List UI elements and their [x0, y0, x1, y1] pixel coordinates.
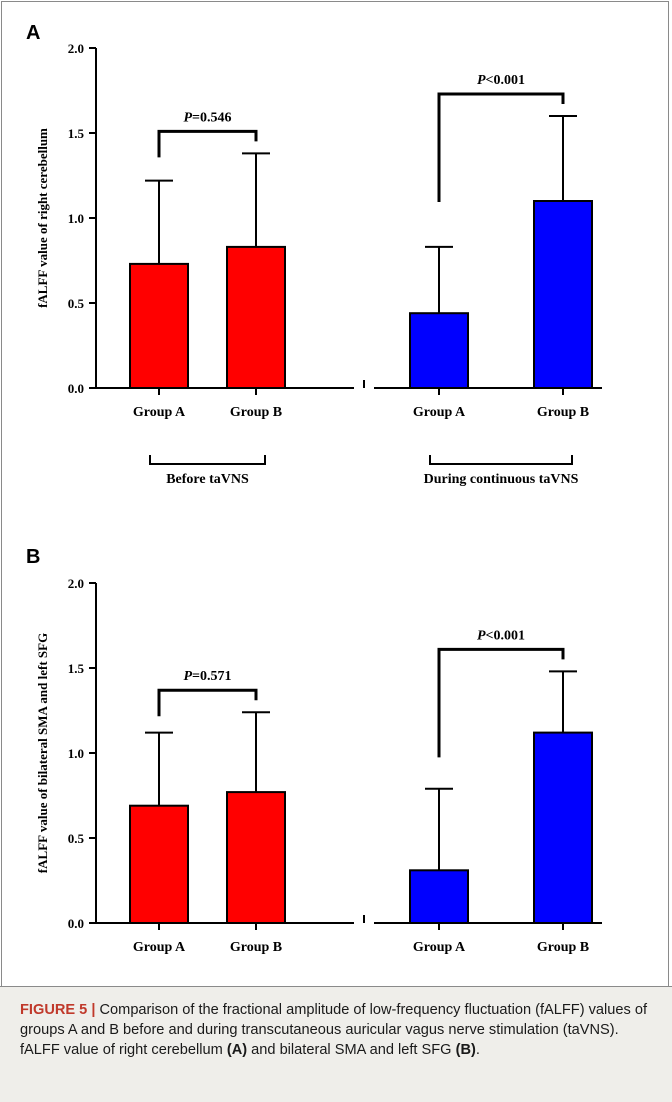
y-tick-label: 0.0	[68, 916, 84, 931]
x-tick-label: Group B	[537, 405, 589, 420]
p-value-label: P=0.571	[183, 669, 231, 684]
caption-text-1: Comparison of the fractional amplitude o…	[20, 1002, 648, 1058]
p-value-label: P=0.546	[183, 110, 231, 125]
bar	[533, 200, 593, 389]
group-label: Before taVNS	[166, 472, 249, 487]
x-tick-label: Group B	[230, 940, 282, 955]
y-tick-label: 2.0	[68, 41, 84, 56]
group-label: During continuous taVNS	[424, 472, 579, 487]
y-tick-label: 1.0	[68, 746, 84, 761]
caption-text-2: and bilateral SMA and left SFG	[247, 1042, 456, 1058]
bar	[409, 312, 469, 390]
caption-ref-b: (B)	[455, 1042, 476, 1058]
x-tick-label: Group B	[230, 405, 282, 420]
caption-ref-a: (A)	[226, 1042, 248, 1058]
y-tick-label: 1.5	[68, 661, 85, 676]
y-tick-label: 2.0	[68, 576, 84, 591]
y-axis-label: fALFF value of bilateral SMA and left SF…	[35, 633, 50, 873]
bar	[533, 731, 593, 924]
x-tick-label: Group A	[133, 940, 186, 955]
bar	[129, 262, 189, 389]
significance-bracket	[157, 129, 258, 158]
significance-bracket	[157, 688, 258, 717]
y-tick-label: 1.5	[68, 126, 85, 141]
x-tick-label: Group A	[133, 405, 186, 420]
bar	[409, 869, 469, 924]
figure-caption: FIGURE 5 | Comparison of the fractional …	[20, 1000, 656, 1060]
bar	[129, 804, 189, 925]
x-tick-label: Group A	[413, 940, 466, 955]
y-tick-label: 0.5	[68, 831, 85, 846]
group-bracket	[429, 455, 573, 465]
group-bracket	[149, 455, 266, 465]
caption-label: FIGURE 5 |	[20, 1002, 96, 1018]
bar	[226, 245, 286, 389]
chart-panel-a: 0.0 0.5 1.0 1.5 2.0 fALFF value of right cere…	[35, 41, 602, 487]
x-tick-label: Group A	[413, 405, 466, 420]
y-tick-label: 0.0	[68, 381, 84, 396]
p-value-label: P<0.001	[477, 628, 525, 643]
caption-text-3: .	[475, 1042, 480, 1058]
y-tick-label: 1.0	[68, 211, 84, 226]
significance-bracket	[437, 647, 565, 758]
bar	[226, 791, 286, 924]
y-axis-label: fALFF value of right cerebellum	[35, 128, 50, 308]
panel-a-letter: A	[26, 22, 41, 44]
y-tick-label: 0.5	[68, 296, 85, 311]
p-value-label: P<0.001	[477, 73, 525, 88]
x-tick-label: Group B	[537, 940, 589, 955]
caption-box: FIGURE 5 | Comparison of the fractional …	[0, 986, 672, 1102]
significance-bracket	[437, 92, 565, 202]
panel-b-letter: B	[26, 546, 41, 568]
